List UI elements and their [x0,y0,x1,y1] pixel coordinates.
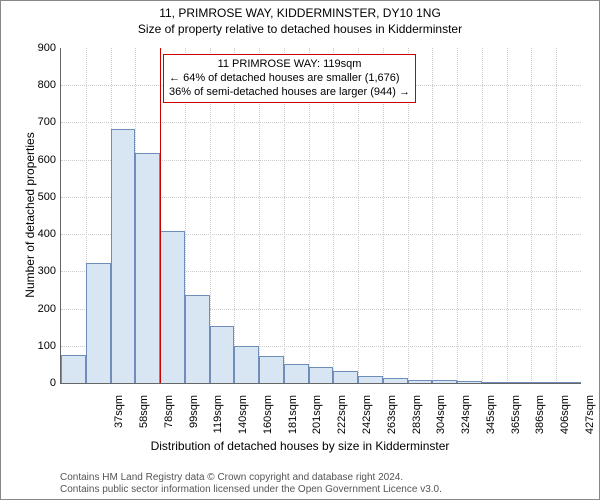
y-axis-label: Number of detached properties [23,115,37,315]
histogram-bar [482,382,507,383]
x-tick-label: 406sqm [559,395,571,445]
histogram-bar [358,376,383,383]
histogram-bar [531,382,556,383]
page-title-desc: Size of property relative to detached ho… [0,22,600,36]
x-tick-label: 365sqm [510,395,522,445]
gridline-y [61,122,581,123]
histogram-bar [111,129,136,383]
histogram-bar [457,381,482,383]
x-tick-label: 242sqm [361,395,373,445]
y-tick-label: 300 [26,265,56,277]
gridline-x [556,48,557,383]
x-tick-label: 427sqm [584,395,596,445]
y-tick-label: 500 [26,191,56,203]
y-tick-label: 800 [26,79,56,91]
x-tick-label: 201sqm [311,395,323,445]
x-tick-label: 37sqm [113,395,125,445]
x-tick-label: 58sqm [138,395,150,445]
x-tick-label: 386sqm [534,395,546,445]
x-tick-label: 283sqm [411,395,423,445]
x-tick-label: 119sqm [212,395,224,445]
histogram-bar [507,382,532,383]
histogram-bar [160,231,185,383]
histogram-bar [284,364,309,383]
histogram-bar [61,355,86,383]
histogram-bar [432,380,457,383]
gridline-x [432,48,433,383]
x-tick-label: 160sqm [262,395,274,445]
y-tick-label: 0 [26,377,56,389]
y-tick-label: 100 [26,340,56,352]
histogram-bar [210,326,235,383]
x-tick-label: 140sqm [237,395,249,445]
y-tick-label: 200 [26,303,56,315]
y-tick-label: 600 [26,154,56,166]
y-tick-label: 400 [26,228,56,240]
gridline-x [482,48,483,383]
histogram-bar [185,295,210,383]
histogram-bar [383,378,408,383]
x-tick-label: 78sqm [163,395,175,445]
histogram-bar [333,371,358,383]
histogram-bar [556,382,581,383]
annotation-line: 11 PRIMROSE WAY: 119sqm [169,58,410,72]
histogram-bar [309,367,334,383]
histogram-bar [234,346,259,383]
footer-line-2: Contains public sector information licen… [60,484,442,496]
histogram-bar [408,380,433,383]
histogram-bar [135,153,160,383]
annotation-line: ← 64% of detached houses are smaller (1,… [169,72,410,86]
x-tick-label: 324sqm [460,395,472,445]
x-tick-label: 263sqm [386,395,398,445]
annotation-box: 11 PRIMROSE WAY: 119sqm← 64% of detached… [163,54,416,103]
x-tick-label: 99sqm [188,395,200,445]
gridline-x [507,48,508,383]
footer-line-1: Contains HM Land Registry data © Crown c… [60,472,403,484]
page-title-address: 11, PRIMROSE WAY, KIDDERMINSTER, DY10 1N… [0,6,600,20]
property-marker-line [160,48,161,383]
annotation-line: 36% of semi-detached houses are larger (… [169,86,410,100]
x-tick-label: 345sqm [485,395,497,445]
histogram-bar [259,356,284,383]
y-tick-label: 700 [26,116,56,128]
x-tick-label: 304sqm [435,395,447,445]
y-tick-label: 900 [26,42,56,54]
x-tick-label: 181sqm [287,395,299,445]
gridline-x [531,48,532,383]
gridline-x [457,48,458,383]
histogram-bar [86,263,111,383]
x-tick-label: 222sqm [336,395,348,445]
